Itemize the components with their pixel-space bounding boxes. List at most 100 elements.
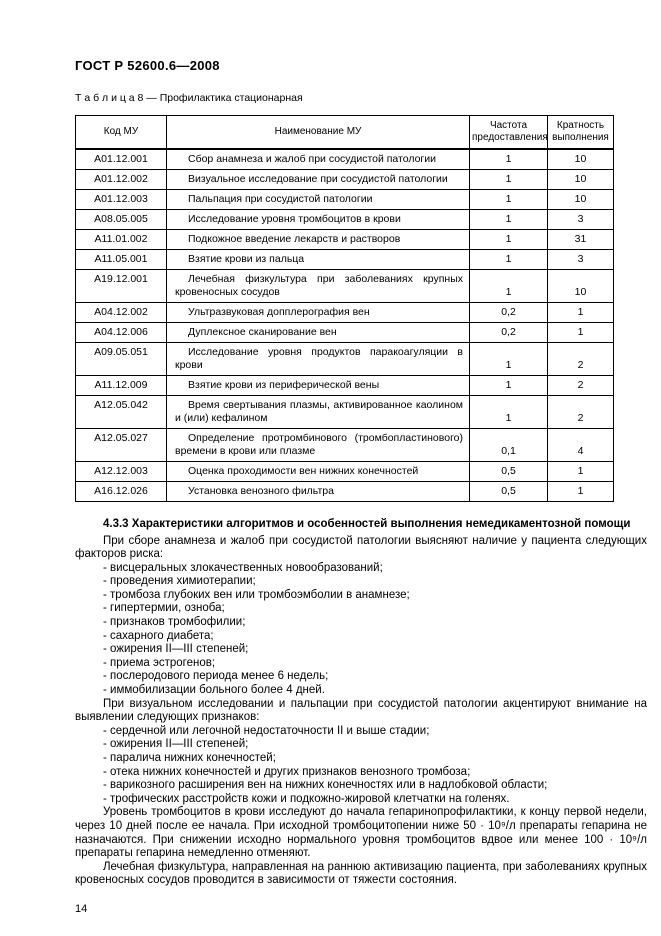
- column-header-frequency: Частота предоставления: [469, 115, 548, 150]
- cell-frequency: 1: [469, 249, 548, 270]
- table-row: А01.12.002 Визуальное исследование при со…: [75, 169, 614, 190]
- section-content: При сборе анамнеза и жалоб при сосудисто…: [75, 535, 647, 888]
- list-item: - иммобилизации больного более 4 дней.: [103, 684, 325, 697]
- table-row: А11.05.001 Взятие крови из пальца 1 3: [75, 249, 614, 270]
- cell-name: Исследование уровня продуктов паракоагул…: [166, 342, 470, 376]
- list-item: - трофических расстройств кожи и подкожн…: [103, 792, 510, 805]
- cell-name: Исследование уровня тромбоцитов в крови: [166, 209, 470, 230]
- cell-multiplicity: 2: [547, 342, 614, 376]
- cell-name: Время свертывания плазмы, активированное…: [166, 395, 470, 429]
- cell-frequency: 1: [469, 269, 548, 303]
- cell-name: Сбор анамнеза и жалоб при сосудистой пат…: [166, 148, 470, 170]
- cell-frequency: 0,2: [469, 322, 548, 343]
- cell-name: Установка венозного фильтра: [166, 481, 470, 502]
- services-table-header: Код МУ Наименование МУ Частота предостав…: [75, 115, 614, 150]
- services-table-body: А01.12.001 Сбор анамнеза и жалоб при сосу…: [75, 148, 614, 502]
- list-item: - тромбоза глубоких вен или тромбоэмболи…: [103, 588, 410, 601]
- cell-code: А04.12.002: [75, 302, 167, 323]
- list-item: - висцеральных злокачественных новообраз…: [103, 561, 383, 574]
- list-item: - приема эстрогенов;: [103, 656, 216, 669]
- list-item: - послеродового периода менее 6 недель;: [103, 670, 329, 683]
- list-item: - сахарного диабета;: [103, 629, 214, 642]
- list-item: - паралича нижних конечностей;: [103, 752, 276, 764]
- cell-multiplicity: 2: [547, 395, 614, 429]
- page-number: 14: [75, 902, 88, 915]
- cell-name: Визуальное исследование при сосудистой п…: [166, 169, 470, 190]
- list-item: - отека нижних конечностей и других приз…: [103, 765, 471, 778]
- list-item: - гипертермии, озноба;: [103, 602, 225, 615]
- cell-name: Подкожное введение лекарств и растворов: [166, 229, 470, 250]
- cell-code: А01.12.003: [75, 189, 167, 210]
- section-heading: 4.3.3 Характеристики алгоритмов и особен…: [103, 518, 631, 530]
- table-row: А11.12.009 Взятие крови из периферической…: [75, 375, 614, 396]
- cell-multiplicity: 1: [547, 302, 614, 323]
- cell-multiplicity: 1: [547, 461, 614, 482]
- cell-code: А12.05.027: [75, 428, 167, 462]
- cell-code: А01.12.001: [75, 148, 167, 170]
- table-row: А16.12.026 Установка венозного фильтра 0,5…: [75, 481, 614, 502]
- cell-multiplicity: 1: [547, 481, 614, 502]
- cell-code: А04.12.006: [75, 322, 167, 343]
- cell-multiplicity: 3: [547, 209, 614, 230]
- cell-multiplicity: 1: [547, 322, 614, 343]
- list-item: - ожирения II—III степеней;: [103, 643, 249, 656]
- table-row: А12.05.042 Время свертывания плазмы, акти…: [75, 395, 614, 429]
- table-row: А04.12.006 Дуплексное сканирование вен 0,2…: [75, 322, 614, 343]
- cell-code: А16.12.026: [75, 481, 167, 502]
- cell-frequency: 1: [469, 209, 548, 230]
- cell-frequency: 1: [469, 342, 548, 376]
- cell-code: А12.12.003: [75, 461, 167, 482]
- table-row: А12.05.027 Определение протромбинового (т…: [75, 428, 614, 462]
- cell-name: Определение протромбинового (тромбопласт…: [166, 428, 470, 462]
- table-row: А12.12.003 Оценка проходимости вен нижних…: [75, 461, 614, 482]
- cell-frequency: 1: [469, 375, 548, 396]
- body-paragraph: Уровень тромбоцитов в крови исследуют до…: [75, 806, 647, 860]
- cell-name: Оценка проходимости вен нижних конечност…: [166, 461, 470, 482]
- header-row: Код МУ Наименование МУ Частота предостав…: [75, 115, 614, 150]
- cell-code: А12.05.042: [75, 395, 167, 429]
- services-table: Код МУ Наименование МУ Частота предостав…: [75, 115, 614, 502]
- cell-name: Ультразвуковая допплерография вен: [166, 302, 470, 323]
- list-item: - признаков тромбофилии;: [103, 616, 246, 629]
- cell-multiplicity: 10: [547, 269, 614, 303]
- list-item: - сердечной или легочной недостаточности…: [103, 724, 430, 737]
- cell-name: Дуплексное сканирование вен: [166, 322, 470, 343]
- list-item: - проведения химиотерапии;: [103, 575, 256, 588]
- table-row: А09.05.051 Исследование уровня продуктов …: [75, 342, 614, 376]
- cell-multiplicity: 10: [547, 148, 614, 170]
- table-row: А11.01.002 Подкожное введение лекарств и …: [75, 229, 614, 250]
- cell-frequency: 1: [469, 189, 548, 210]
- table-row: А08.05.005 Исследование уровня тромбоцито…: [75, 209, 614, 230]
- table-row: А01.12.001 Сбор анамнеза и жалоб при сосу…: [75, 148, 614, 170]
- body-paragraph: Лечебная физкультура, направленная на ра…: [75, 860, 647, 887]
- cell-name: Лечебная физкультура при заболеваниях кр…: [166, 269, 470, 303]
- cell-name: Взятие крови из пальца: [166, 249, 470, 270]
- cell-multiplicity: 10: [547, 189, 614, 210]
- cell-name: Взятие крови из периферической вены: [166, 375, 470, 396]
- cell-frequency: 0,5: [469, 481, 548, 502]
- cell-multiplicity: 4: [547, 428, 614, 462]
- cell-frequency: 1: [469, 229, 548, 250]
- column-header-multiplicity: Кратность выполнения: [547, 115, 614, 150]
- cell-multiplicity: 10: [547, 169, 614, 190]
- cell-frequency: 1: [469, 395, 548, 429]
- document-code-header: ГОСТ Р 52600.6—2008: [75, 58, 220, 73]
- table-row: А04.12.002 Ультразвуковая допплерография …: [75, 302, 614, 323]
- body-paragraph: При сборе анамнеза и жалоб при сосудисто…: [75, 534, 647, 561]
- cell-multiplicity: 3: [547, 249, 614, 270]
- cell-multiplicity: 2: [547, 375, 614, 396]
- table-caption: Т а б л и ц а 8 — Профилактика стационар…: [75, 92, 303, 104]
- cell-code: А09.05.051: [75, 342, 167, 376]
- column-header-name: Наименование МУ: [166, 115, 470, 150]
- body-paragraph: При визуальном исследовании и пальпации …: [75, 697, 647, 724]
- cell-frequency: 1: [469, 148, 548, 170]
- list-item: - ожирения II—III степеней;: [103, 738, 249, 751]
- cell-multiplicity: 31: [547, 229, 614, 250]
- list-item: - варикозного расширения вен на нижних к…: [103, 779, 548, 792]
- cell-name: Пальпация при сосудистой патологии: [166, 189, 470, 210]
- cell-code: А01.12.002: [75, 169, 167, 190]
- cell-code: А19.12.001: [75, 269, 167, 303]
- table-row: А19.12.001 Лечебная физкультура при забол…: [75, 269, 614, 303]
- cell-frequency: 0,1: [469, 428, 548, 462]
